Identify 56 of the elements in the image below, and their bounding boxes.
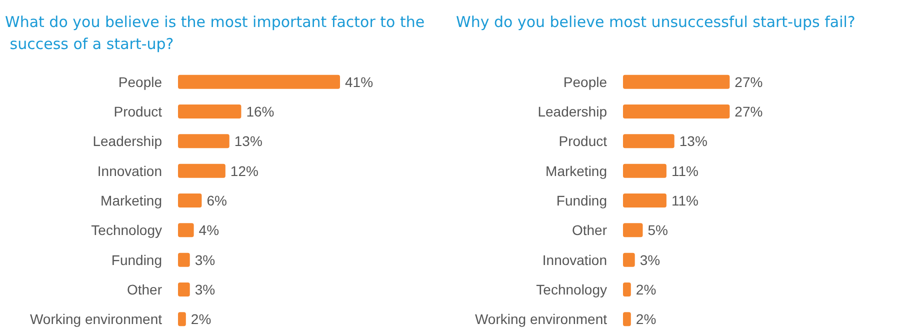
bar (623, 134, 674, 148)
bar (178, 223, 194, 238)
y-tick-label: Leadership (538, 104, 608, 120)
bar (623, 312, 631, 326)
y-tick-label: Product (558, 133, 608, 150)
bar (178, 164, 226, 178)
bar (623, 74, 730, 89)
bar (178, 134, 230, 148)
y-tick-label: Technology (91, 222, 162, 238)
data-label: 5% (648, 222, 668, 238)
data-label: 12% (230, 162, 258, 179)
data-label: 6% (206, 192, 227, 208)
y-tick-label: Innovation (97, 162, 162, 179)
data-label: 13% (679, 133, 708, 150)
data-label: 4% (198, 222, 220, 238)
y-tick-label: Funding (111, 252, 162, 268)
data-label: 3% (194, 252, 216, 268)
y-tick-label: Marketing (100, 192, 162, 208)
data-label: 13% (234, 133, 262, 150)
y-tick-label: Product (114, 104, 162, 120)
bar (623, 104, 730, 118)
y-tick-label: People (563, 74, 608, 90)
y-tick-label: Working environment (30, 311, 162, 328)
data-label: 11% (671, 162, 698, 179)
bar (623, 252, 635, 267)
bar (178, 194, 202, 208)
chart-title: Why do you believe most unsuccessful start-ups fail? (456, 13, 856, 31)
y-tick-label: Other (126, 282, 162, 298)
y-tick-label: People (118, 74, 162, 90)
data-label: 27% (734, 104, 763, 120)
data-label: 16% (246, 104, 274, 120)
chart-title: What do you believe is the most important factor to the success of a start-up? (5, 13, 425, 53)
bar (178, 252, 190, 267)
y-tick-label: Other (572, 222, 608, 238)
bar (178, 104, 242, 118)
data-label: 41% (345, 74, 374, 90)
data-label: 3% (194, 282, 216, 298)
bar (178, 282, 190, 296)
bar (623, 194, 666, 208)
y-tick-label: Working environment (474, 311, 608, 328)
y-tick-label: Marketing (546, 162, 607, 179)
y-tick-label: Leadership (92, 133, 162, 150)
data-label: 27% (734, 74, 763, 90)
bar (623, 223, 643, 238)
data-label: 11% (671, 192, 698, 208)
data-label: 2% (636, 311, 656, 328)
data-label: 2% (190, 311, 212, 328)
bar (623, 164, 666, 178)
data-label: 3% (640, 252, 660, 268)
bar (178, 312, 186, 326)
bar (178, 74, 340, 89)
y-tick-label: Innovation (542, 252, 607, 268)
bar (623, 282, 631, 296)
data-label: 2% (636, 282, 656, 298)
y-tick-label: Funding (556, 192, 607, 208)
y-tick-label: Technology (536, 282, 607, 298)
